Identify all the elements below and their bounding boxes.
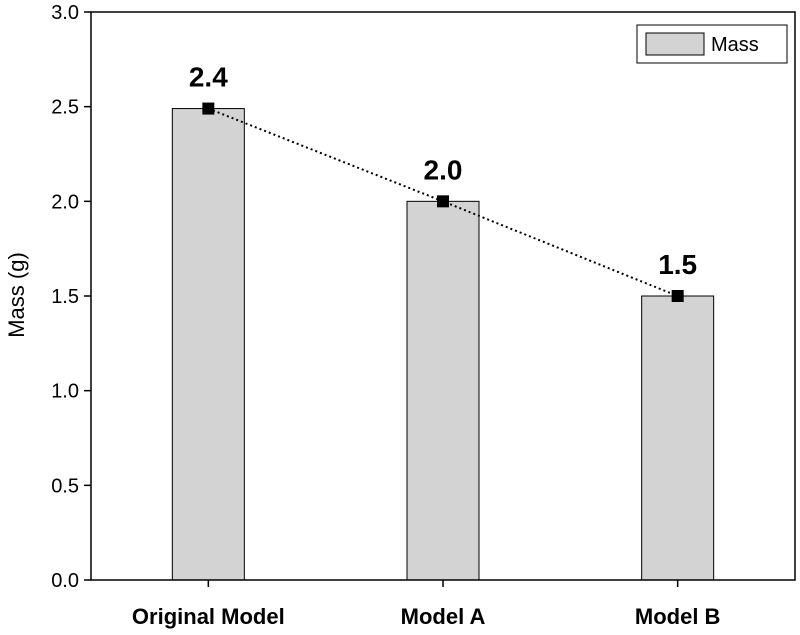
data-label: 2.0 [424, 154, 463, 185]
x-category-label: Original Model [132, 604, 285, 629]
y-tick-label: 1.0 [51, 381, 79, 403]
bar [641, 295, 715, 581]
x-category-label: Model A [401, 604, 486, 629]
y-tick-label: 0.5 [51, 475, 79, 497]
data-label: 1.5 [658, 249, 697, 280]
legend-swatch-mass [645, 32, 705, 56]
plot-frame [90, 11, 796, 581]
legend-label-mass: Mass [711, 34, 759, 56]
y-tick-label: 3.0 [51, 2, 79, 24]
line-marker [437, 195, 449, 208]
y-tick-label: 0.0 [51, 570, 79, 592]
y-tick-label: 2.5 [51, 97, 79, 119]
bar [171, 108, 245, 581]
y-tick-label: 2.0 [51, 191, 79, 213]
line-marker [202, 102, 215, 115]
trend-line [207, 107, 679, 297]
line-marker [671, 290, 684, 302]
data-label: 2.4 [189, 62, 228, 93]
y-axis-title: Mass (g) [4, 252, 29, 338]
bar [406, 200, 480, 581]
legend: Mass [636, 24, 788, 64]
y-tick-label: 1.5 [51, 286, 79, 308]
x-category-label: Model B [635, 604, 721, 629]
